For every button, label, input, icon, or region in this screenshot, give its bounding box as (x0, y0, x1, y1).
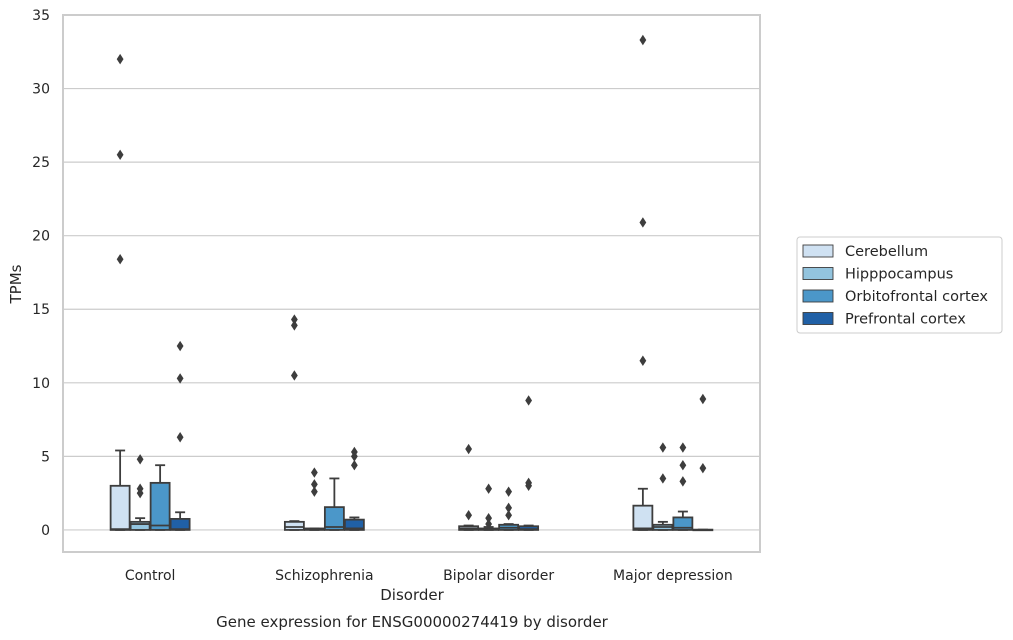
outlier-point (136, 454, 144, 465)
outlier-point (485, 512, 493, 524)
y-tick-label: 25 (32, 155, 50, 171)
outlier-point (679, 476, 687, 487)
box-iqr (672, 516, 694, 531)
x-tick-label: Control (125, 568, 176, 584)
box-cerebellum (458, 443, 480, 531)
grid-lines (63, 14, 760, 531)
legend-label: Prefrontal cortex (845, 312, 966, 328)
box-orbitofrontal-cortex (323, 477, 345, 531)
plot-background (63, 15, 760, 552)
legend-label: Orbitofrontal cortex (845, 289, 988, 305)
x-tick-label: Bipolar disorder (443, 568, 554, 584)
box-iqr (343, 518, 365, 531)
boxes (109, 34, 714, 532)
y-tick-label: 35 (32, 8, 50, 24)
box-orbitofrontal-cortex (149, 464, 171, 531)
legend-frame (796, 236, 1003, 334)
x-axis-label: Disorder (380, 586, 444, 604)
y-tick-label: 20 (32, 229, 50, 245)
x-tick-label: Schizophrenia (275, 568, 373, 584)
legend-swatch (802, 289, 834, 303)
outlier-point (176, 373, 184, 384)
outlier-point (639, 34, 647, 46)
y-tick-label: 5 (41, 449, 50, 465)
box-hipppocampus (478, 483, 500, 531)
outlier-point (116, 254, 124, 265)
outlier-point (465, 510, 473, 521)
box-orbitofrontal-cortex (672, 442, 694, 531)
y-axis-label: TPMs (7, 264, 25, 304)
outlier-point (699, 462, 707, 474)
outlier-point (290, 320, 298, 331)
outlier-point (350, 459, 358, 471)
outlier-point (639, 217, 647, 228)
y-tick-label: 30 (32, 82, 50, 98)
outlier-point (679, 442, 687, 453)
outlier-point (350, 446, 358, 458)
outlier-point (699, 393, 707, 405)
box-prefrontal-cortex (343, 446, 365, 531)
outlier-point (310, 467, 318, 478)
outlier-point (639, 355, 647, 366)
outlier-point (290, 314, 298, 325)
outlier-point (465, 443, 473, 455)
outlier-point (525, 477, 533, 489)
outlier-point (176, 340, 184, 352)
outlier-point (659, 473, 667, 484)
legend-label: Hipppocampus (845, 267, 953, 283)
outlier-point (290, 370, 298, 381)
box-cerebellum (109, 53, 131, 531)
outlier-point (310, 479, 318, 490)
y-tick-label: 0 (41, 523, 50, 539)
box-iqr (323, 506, 345, 531)
box-iqr (283, 520, 305, 531)
box-hipppocampus (652, 442, 674, 531)
legend-items: Cerebellum Hipppocampus Orbitofrontal cort… (802, 244, 988, 328)
outlier-point (679, 459, 687, 471)
outlier-point (176, 432, 184, 443)
x-tick-labels: Control Schizophrenia Bipolar disorder Majo… (125, 568, 733, 584)
outlier-point (116, 149, 124, 160)
legend: Cerebellum Hipppocampus Orbitofrontal cort… (796, 236, 1003, 334)
box-hipppocampus (129, 454, 151, 531)
chart-caption: Gene expression for ENSG00000274419 by d… (216, 613, 609, 631)
plot-frame (62, 14, 761, 553)
box-prefrontal-cortex (692, 393, 714, 532)
box-orbitofrontal-cortex (498, 486, 520, 531)
box-prefrontal-cortex (518, 395, 540, 531)
outlier-point (116, 53, 124, 65)
box-cerebellum (283, 314, 305, 531)
legend-label: Cerebellum (845, 244, 928, 260)
box-cerebellum (632, 34, 654, 531)
outlier-point (485, 483, 493, 494)
y-tick-label: 15 (32, 302, 50, 318)
x-tick-label: Major depression (613, 568, 733, 584)
outlier-point (659, 442, 667, 453)
legend-swatch (802, 244, 834, 258)
outlier-point (505, 510, 513, 521)
y-tick-labels: 0 5 10 15 20 25 30 35 (32, 8, 50, 539)
outlier-point (310, 486, 318, 497)
outlier-point (525, 395, 533, 406)
outlier-point (485, 518, 493, 530)
box-iqr (169, 517, 191, 531)
box-prefrontal-cortex (169, 340, 191, 531)
legend-swatch (802, 312, 834, 325)
box-iqr (109, 484, 131, 531)
legend-swatch (802, 267, 834, 280)
outlier-point (505, 502, 513, 514)
box-iqr (129, 520, 151, 531)
outlier-point (136, 483, 144, 494)
box-hipppocampus (303, 467, 325, 531)
y-tick-label: 10 (32, 376, 50, 392)
box-iqr (149, 481, 171, 531)
box-iqr (632, 504, 654, 531)
outlier-point (505, 486, 513, 497)
